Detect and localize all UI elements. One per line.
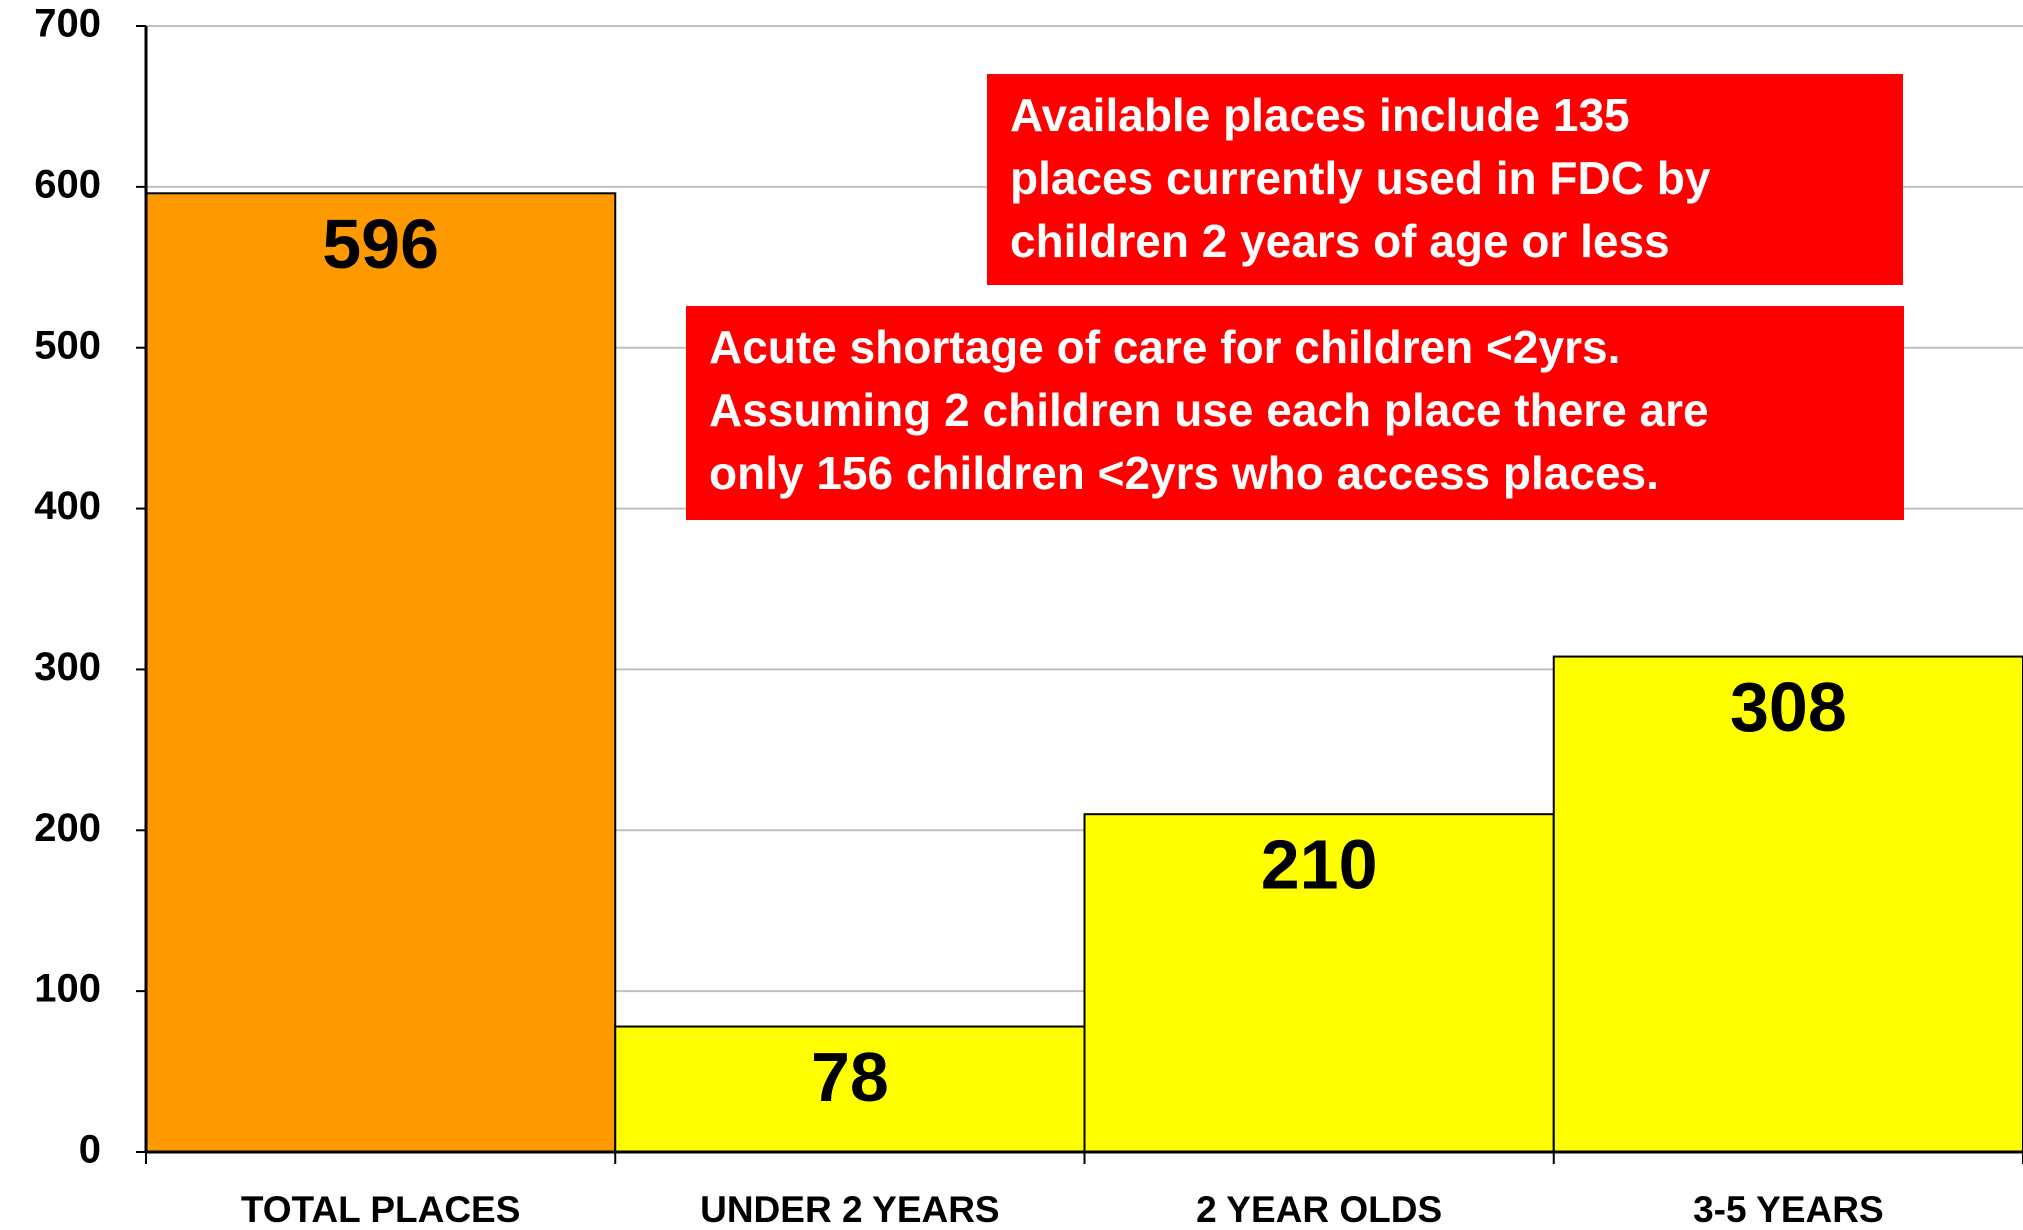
y-tick-label: 600	[34, 162, 101, 206]
bar	[1552, 655, 2023, 1153]
value-label: 78	[811, 1038, 889, 1116]
value-label: 210	[1261, 826, 1378, 904]
annotation-text: Available places include 135	[1010, 89, 1630, 141]
x-tick-label: 2 YEAR OLDS	[1196, 1189, 1442, 1230]
y-tick-label: 100	[34, 967, 101, 1011]
value-label: 596	[322, 205, 439, 283]
value-label: 308	[1730, 668, 1847, 746]
annotation-text: children 2 years of age or less	[1010, 215, 1670, 267]
y-tick-label: 0	[79, 1128, 101, 1172]
y-tick-label: 200	[34, 806, 101, 850]
y-tick-label: 400	[34, 484, 101, 528]
annotation-box	[686, 306, 1904, 520]
x-tick-label: TOTAL PLACES	[241, 1189, 521, 1230]
annotation-text: places currently used in FDC by	[1010, 152, 1711, 204]
y-tick-label: 700	[34, 2, 101, 46]
y-tick-label: 500	[34, 323, 101, 367]
annotation-text: Assuming 2 children use each place there…	[709, 384, 1709, 436]
bar	[614, 1025, 1086, 1153]
x-tick-label: UNDER 2 YEARS	[700, 1189, 1000, 1230]
annotation-text: Acute shortage of care for children <2yr…	[709, 321, 1620, 373]
x-tick-label: 3-5 YEARS	[1693, 1189, 1884, 1230]
y-tick-label: 300	[34, 645, 101, 689]
annotation-box	[987, 74, 1903, 285]
annotation-text: only 156 children <2yrs who access place…	[709, 447, 1659, 499]
bar	[145, 192, 617, 1153]
